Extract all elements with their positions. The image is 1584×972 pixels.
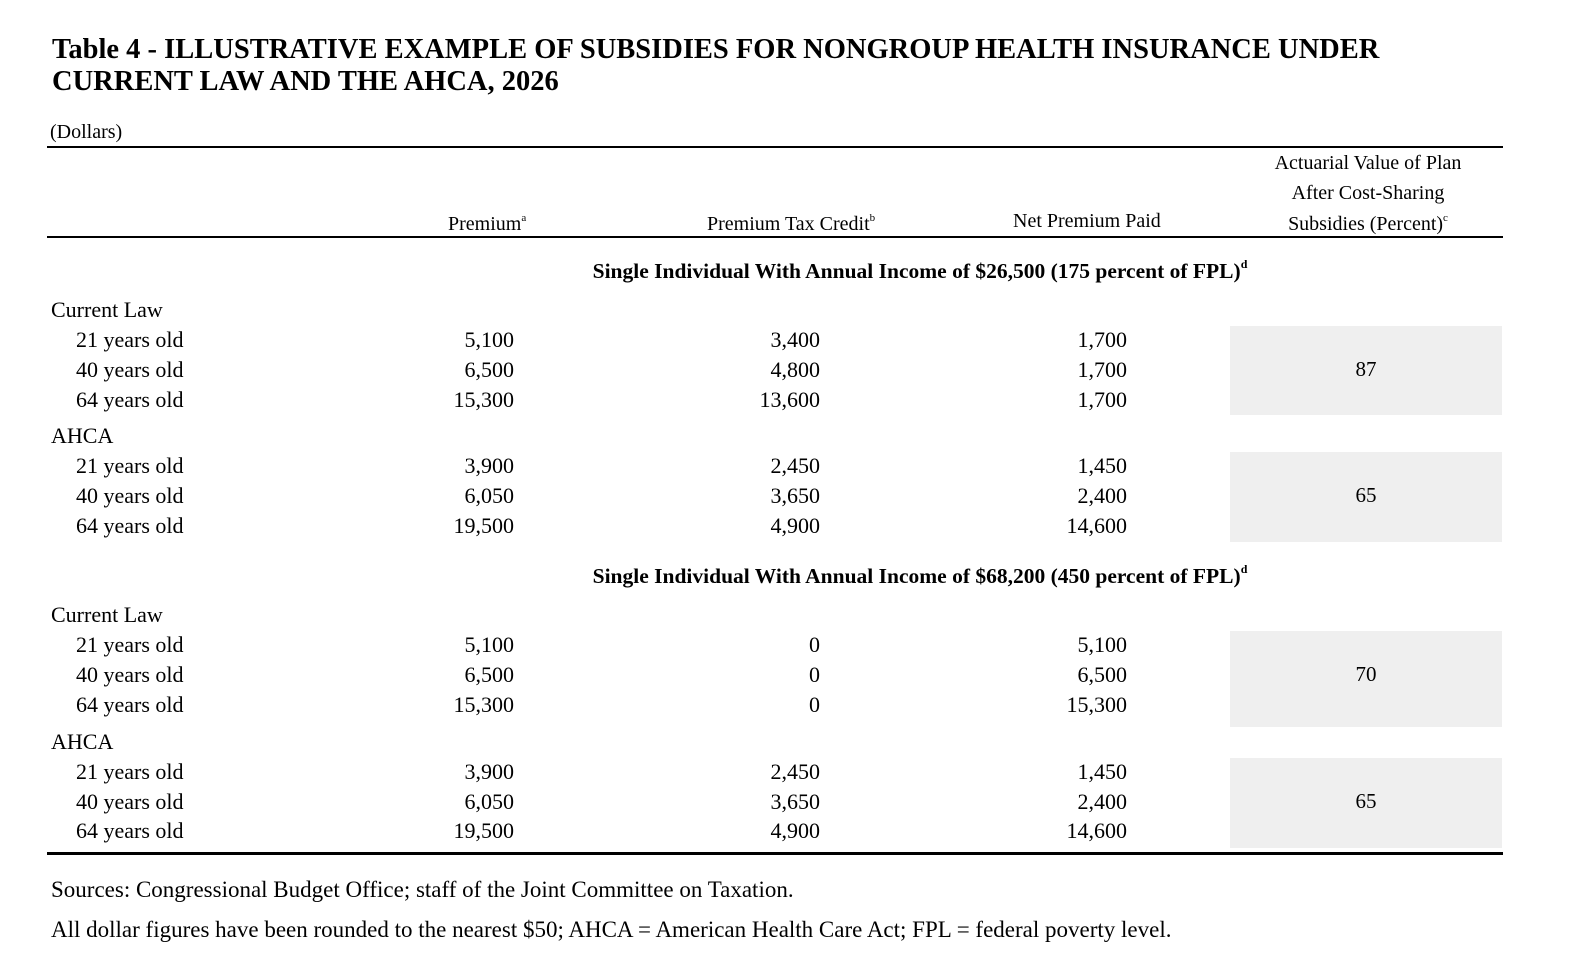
age-label: 40 years old xyxy=(76,662,184,687)
premium-value: 3,900 xyxy=(464,759,515,784)
actuarial-value: 70 xyxy=(1355,662,1377,686)
footnote-marker-a: a xyxy=(521,212,527,224)
net-premium-value: 6,500 xyxy=(1077,662,1128,687)
section-title-450-percent-fpl: Single Individual With Annual Income of … xyxy=(0,562,1584,589)
age-label: 40 years old xyxy=(76,789,184,814)
age-label: 21 years old xyxy=(76,632,184,657)
group-label-ahca: AHCA xyxy=(51,423,114,448)
header-rule xyxy=(47,236,1503,238)
rounding-note: All dollar figures have been rounded to … xyxy=(51,917,1172,942)
premium-value: 15,300 xyxy=(453,387,515,412)
net-premium-value: 1,450 xyxy=(1077,759,1128,784)
tax-credit-value: 0 xyxy=(809,662,820,687)
age-label: 40 years old xyxy=(76,483,184,508)
footnote-marker-c: c xyxy=(1443,212,1448,224)
header-premium: Premiuma xyxy=(448,212,527,235)
premium-value: 5,100 xyxy=(464,327,515,352)
section-title-text: Single Individual With Annual Income of … xyxy=(592,564,1241,588)
age-label: 21 years old xyxy=(76,327,184,352)
premium-value: 6,500 xyxy=(464,662,515,687)
premium-value: 19,500 xyxy=(453,513,515,538)
premium-value: 6,050 xyxy=(464,789,515,814)
age-label: 21 years old xyxy=(76,759,184,784)
age-label: 64 years old xyxy=(76,513,184,538)
group-label-current-law: Current Law xyxy=(51,602,163,627)
net-premium-value: 1,700 xyxy=(1077,387,1128,412)
footnote-marker-d: d xyxy=(1240,257,1248,271)
net-premium-value: 1,700 xyxy=(1077,327,1128,352)
net-premium-value: 1,700 xyxy=(1077,357,1128,382)
header-actuarial-value-line-3: Subsidies (Percent)c xyxy=(1248,212,1488,235)
tax-credit-value: 3,650 xyxy=(770,789,821,814)
net-premium-value: 1,450 xyxy=(1077,453,1128,478)
header-tax-credit-label: Premium Tax Credit xyxy=(707,213,870,235)
premium-value: 19,500 xyxy=(453,818,515,843)
header-premium-label: Premium xyxy=(448,213,522,235)
tax-credit-value: 13,600 xyxy=(759,387,821,412)
actuarial-value: 65 xyxy=(1355,789,1377,813)
table-title-line-2: CURRENT LAW AND THE AHCA, 2026 xyxy=(52,66,559,97)
sources-note: Sources: Congressional Budget Office; st… xyxy=(51,877,794,902)
age-label: 64 years old xyxy=(76,818,184,843)
tax-credit-value: 2,450 xyxy=(770,453,821,478)
section-title-175-percent-fpl: Single Individual With Annual Income of … xyxy=(0,257,1584,284)
tax-credit-value: 4,900 xyxy=(770,818,821,843)
footnote-marker-b: b xyxy=(869,212,876,224)
table-title-line-1: Table 4 - ILLUSTRATIVE EXAMPLE OF SUBSID… xyxy=(52,34,1380,65)
premium-value: 6,500 xyxy=(464,357,515,382)
bottom-rule xyxy=(47,852,1503,855)
group-label-current-law: Current Law xyxy=(51,297,163,322)
table-title: Table 4 - ILLUSTRATIVE EXAMPLE OF SUBSID… xyxy=(52,34,1379,98)
premium-value: 3,900 xyxy=(464,453,515,478)
net-premium-value: 2,400 xyxy=(1077,789,1128,814)
net-premium-value: 2,400 xyxy=(1077,483,1128,508)
tax-credit-value: 3,400 xyxy=(770,327,821,352)
actuarial-value-cell xyxy=(1230,326,1502,415)
age-label: 64 years old xyxy=(76,387,184,412)
tax-credit-value: 4,800 xyxy=(770,357,821,382)
tax-credit-value: 4,900 xyxy=(770,513,821,538)
net-premium-value: 14,600 xyxy=(1066,818,1128,843)
header-actuarial-value-line-1: Actuarial Value of Plan xyxy=(1274,152,1462,174)
premium-value: 5,100 xyxy=(464,632,515,657)
net-premium-value: 5,100 xyxy=(1077,632,1128,657)
tax-credit-value: 0 xyxy=(809,632,820,657)
unit-label: (Dollars) xyxy=(50,121,123,143)
age-label: 40 years old xyxy=(76,357,184,382)
age-label: 64 years old xyxy=(76,692,184,717)
header-net-premium-paid: Net Premium Paid xyxy=(1013,210,1161,232)
net-premium-value: 14,600 xyxy=(1066,513,1128,538)
age-label: 21 years old xyxy=(76,453,184,478)
group-label-ahca: AHCA xyxy=(51,729,114,754)
premium-value: 15,300 xyxy=(453,692,515,717)
top-rule xyxy=(47,146,1503,148)
tax-credit-value: 3,650 xyxy=(770,483,821,508)
section-title-text: Single Individual With Annual Income of … xyxy=(592,259,1241,283)
footnote-marker-d: d xyxy=(1240,562,1248,576)
tax-credit-value: 2,450 xyxy=(770,759,821,784)
header-premium-tax-credit: Premium Tax Creditb xyxy=(707,212,876,235)
tax-credit-value: 0 xyxy=(809,692,820,717)
premium-value: 6,050 xyxy=(464,483,515,508)
actuarial-value: 87 xyxy=(1355,357,1377,381)
header-actuarial-value-line-2: After Cost-Sharing xyxy=(1291,182,1445,204)
header-av-label: Subsidies (Percent) xyxy=(1288,213,1444,235)
actuarial-value-cell xyxy=(1230,758,1502,848)
net-premium-value: 15,300 xyxy=(1066,692,1128,717)
actuarial-value-cell xyxy=(1230,452,1502,542)
actuarial-value: 65 xyxy=(1355,483,1377,507)
actuarial-value-cell xyxy=(1230,631,1502,727)
